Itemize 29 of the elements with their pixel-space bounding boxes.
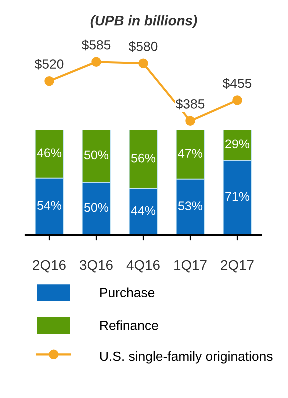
point xyxy=(186,116,196,126)
x-tick-label: 3Q16 xyxy=(80,260,113,273)
data-label: $385 xyxy=(176,98,205,110)
data-label: 50% xyxy=(84,150,109,160)
data-label: $520 xyxy=(34,59,64,70)
data-label: 54% xyxy=(37,201,62,210)
legend-label: Refinance xyxy=(100,320,158,330)
data-label: 50% xyxy=(84,203,109,212)
data-label: 44% xyxy=(131,206,156,216)
data-label: 56% xyxy=(131,154,156,163)
data-label: $455 xyxy=(222,78,252,89)
data-label: 47% xyxy=(178,149,203,158)
point xyxy=(138,58,148,68)
x-tick-label: 1Q17 xyxy=(174,260,207,273)
legend-label: U.S. single-family originations xyxy=(100,351,273,364)
data-label: 46% xyxy=(37,148,62,158)
x-tick-label: 4Q16 xyxy=(126,260,160,273)
data-label: 71% xyxy=(226,192,250,202)
data-label: $580 xyxy=(128,41,158,52)
x-tick-label: 2Q16 xyxy=(33,260,66,273)
point xyxy=(44,76,54,86)
data-label: $585 xyxy=(82,40,111,51)
point xyxy=(232,96,242,106)
point xyxy=(92,57,102,67)
chart-title: (UPB in billions) xyxy=(90,16,198,28)
data-label: 29% xyxy=(226,140,250,149)
data-label: 53% xyxy=(178,202,203,211)
legend-label: Purchase xyxy=(100,288,155,298)
x-tick-label: 2Q17 xyxy=(221,260,254,273)
